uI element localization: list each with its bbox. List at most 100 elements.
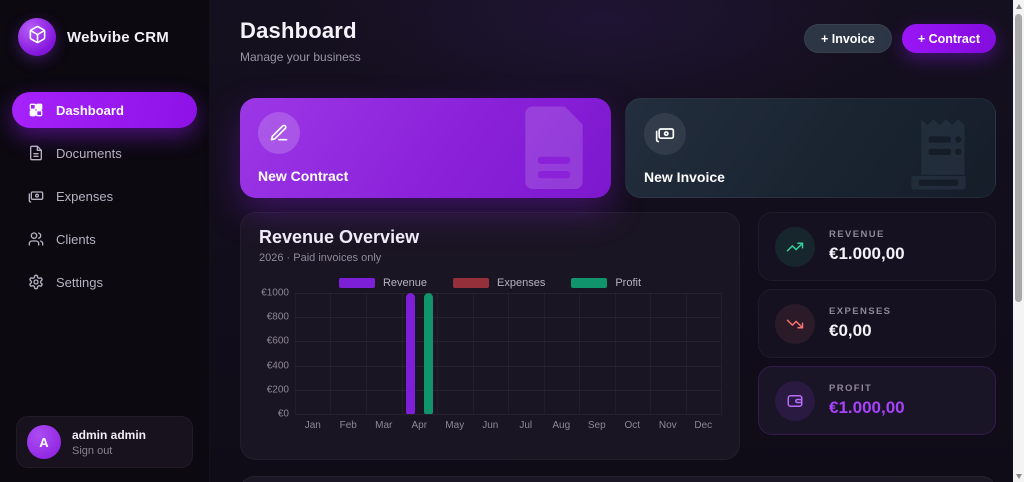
sidebar-item-label: Documents	[56, 145, 122, 161]
page-header: Dashboard Manage your business + Invoice…	[240, 0, 996, 64]
legend-item-revenue: Revenue	[338, 277, 428, 289]
new-invoice-button[interactable]: + Invoice	[803, 24, 892, 53]
scroll-down-arrow[interactable]	[1013, 470, 1024, 482]
gridline	[614, 293, 616, 414]
dashboard-grid: Revenue Overview 2026 · Paid invoices on…	[240, 212, 996, 460]
bar-column-sep	[579, 293, 615, 414]
gridline	[295, 341, 721, 343]
quick-actions: New Contract New	[240, 98, 996, 198]
y-tick-label: €1000	[261, 287, 289, 299]
sign-out-link[interactable]: Sign out	[72, 444, 113, 457]
x-tick-label: Jan	[304, 420, 321, 431]
wallet-icon	[775, 380, 815, 421]
sidebar-item-label: Clients	[56, 231, 96, 247]
stat-label: PROFIT	[829, 383, 873, 394]
gridline	[508, 293, 509, 414]
chart-subtitle: 2026 · Paid invoices only	[259, 252, 382, 264]
revenue-overview-card: Revenue Overview 2026 · Paid invoices on…	[240, 212, 740, 460]
sidebar-item-clients[interactable]: Clients	[12, 221, 197, 257]
app-logo	[18, 18, 56, 56]
bar-profit-apr	[423, 293, 433, 414]
new-contract-card[interactable]: New Contract	[240, 98, 611, 198]
x-tick-label: Nov	[658, 420, 677, 431]
vertical-scrollbar[interactable]	[1013, 0, 1024, 482]
y-tick-label: €800	[266, 311, 289, 323]
legend-label: Expenses	[497, 277, 546, 289]
brand: Webvibe CRM	[0, 0, 209, 66]
bar-column-mar	[366, 293, 402, 414]
gridline	[472, 293, 474, 414]
gridline	[365, 293, 367, 414]
sidebar-item-dashboard[interactable]: Dashboard	[12, 92, 197, 128]
legend-label: Revenue	[382, 277, 428, 289]
revenue-stat-card: REVENUE €1.000,00	[758, 212, 996, 281]
stat-value: €1.000,00	[829, 398, 905, 417]
grid-icon	[28, 102, 44, 118]
legend-swatch	[571, 278, 608, 288]
x-tick-label: Jun	[482, 420, 499, 431]
x-axis: Jan Feb Mar Apr May Jun Jul Aug Sep Oct Nov Dec	[295, 420, 721, 431]
stat-value: €1.000,00	[829, 244, 905, 263]
sidebar-item-label: Dashboard	[56, 102, 124, 118]
chart-title: Revenue Overview	[259, 227, 420, 247]
sidebar-item-expenses[interactable]: Expenses	[12, 178, 197, 214]
bar-column-aug	[544, 293, 580, 414]
expenses-stat-card: EXPENSES €0,00	[758, 289, 996, 358]
stat-label: REVENUE	[829, 229, 885, 240]
cube-icon	[28, 25, 47, 49]
scrollbar-thumb[interactable]	[1015, 14, 1022, 302]
chart-plot	[295, 293, 722, 415]
bar-column-nov	[650, 293, 686, 414]
x-tick-label: May	[445, 420, 465, 431]
avatar: A	[27, 425, 61, 459]
page-subtitle: Manage your business	[240, 50, 361, 64]
scroll-up-arrow[interactable]	[1013, 0, 1024, 12]
sidebar-item-documents[interactable]: Documents	[12, 135, 197, 171]
legend-swatch	[453, 278, 490, 288]
gridline	[650, 293, 651, 414]
gridline	[295, 365, 721, 367]
gridline	[578, 293, 580, 414]
document-icon	[28, 145, 44, 161]
y-tick-label: €400	[266, 360, 289, 372]
x-tick-label: Sep	[587, 420, 606, 431]
gridline	[436, 293, 438, 414]
quick-card-label: New Invoice	[644, 169, 725, 185]
bar-column-jul	[508, 293, 544, 414]
partial-card	[240, 476, 996, 482]
x-tick-label: Jul	[519, 420, 533, 431]
user-card[interactable]: A admin admin Sign out	[16, 416, 193, 468]
quick-card-label: New Contract	[258, 168, 349, 184]
new-contract-button[interactable]: + Contract	[901, 24, 996, 53]
legend-label: Profit	[615, 277, 642, 289]
x-tick-label: Apr	[411, 420, 428, 431]
legend-swatch	[338, 278, 375, 288]
users-icon	[28, 231, 44, 247]
main-content: Dashboard Manage your business + Invoice…	[210, 0, 1024, 482]
bar-column-feb	[331, 293, 367, 414]
trend-down-icon	[775, 303, 815, 344]
user-name: admin admin	[72, 427, 147, 442]
page-title: Dashboard	[240, 18, 357, 43]
banknote-icon	[644, 113, 686, 155]
gridline	[330, 293, 332, 414]
y-tick-label: €0	[277, 408, 289, 420]
profit-stat-card: PROFIT €1.000,00	[758, 366, 996, 435]
x-tick-label: Oct	[624, 420, 641, 431]
legend-item-expenses: Expenses	[453, 277, 545, 289]
gridline	[685, 293, 687, 414]
gridline	[401, 293, 403, 414]
bar-columns	[295, 293, 721, 414]
brand-name: Webvibe CRM	[67, 28, 169, 46]
stat-cards: REVENUE €1.000,00 EXPENSES €0,00	[758, 212, 996, 460]
trend-up-icon	[775, 226, 815, 267]
header-actions: + Invoice + Contract	[803, 24, 996, 53]
x-tick-label: Dec	[694, 420, 713, 431]
new-invoice-card[interactable]: New Invoice	[625, 98, 996, 198]
gridline	[721, 293, 722, 414]
bar-column-jun	[473, 293, 509, 414]
chart-legend: Revenue Expenses Profit	[259, 277, 721, 289]
gridline	[295, 414, 721, 415]
sidebar-item-settings[interactable]: Settings	[12, 264, 197, 300]
gridline	[543, 293, 545, 414]
